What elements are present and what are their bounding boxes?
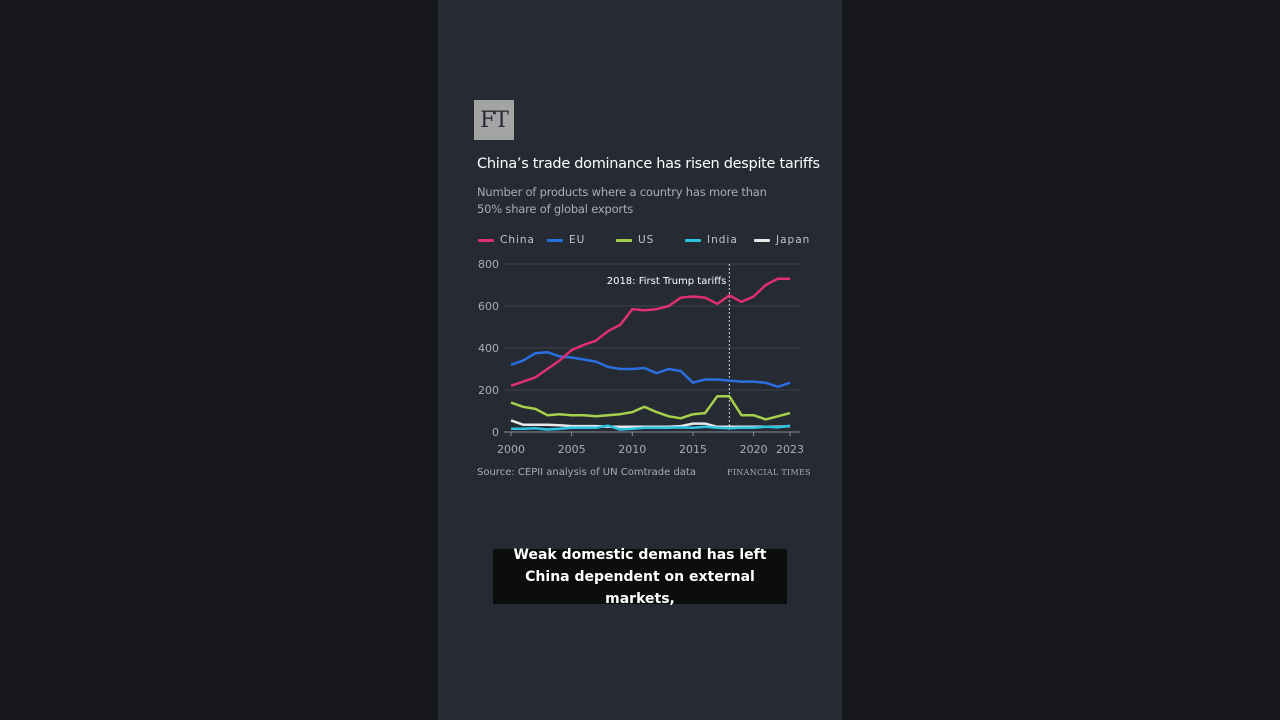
series-line-india	[511, 424, 791, 431]
x-tick-label: 2015	[679, 443, 707, 456]
subtitle-caption: Weak domestic demand has left China depe…	[493, 547, 787, 607]
ft-logo: FT	[474, 100, 514, 140]
caption-line-1: Weak domestic demand has left	[513, 546, 767, 563]
video-panel: FT China’s trade dominance has risen des…	[438, 0, 842, 720]
y-tick-label: 800	[478, 258, 499, 271]
annotation-label: 2018: First Trump tariffs	[607, 276, 727, 287]
series-line-us	[510, 395, 791, 421]
legend-swatch	[616, 238, 632, 242]
legend-item-us: US	[616, 234, 685, 246]
legend-swatch	[754, 238, 770, 242]
x-tick-label: 2020	[740, 443, 768, 456]
legend-label: US	[638, 234, 655, 246]
legend-item-eu: EU	[547, 234, 616, 246]
source-note: Source: CEPII analysis of UN Comtrade da…	[477, 467, 696, 478]
legend-label: India	[707, 234, 738, 246]
y-tick-label: 600	[478, 300, 499, 313]
line-chart: 0 200 400 600 800 2000 2005 2010 2015 2020 2023 201…	[478, 258, 804, 456]
x-tick-label: 2023	[776, 443, 804, 456]
legend-swatch	[685, 238, 701, 242]
legend-swatch	[547, 238, 563, 242]
chart-subtitle: Number of products where a country has m…	[477, 185, 767, 216]
legend-label: EU	[569, 234, 586, 246]
x-tick-label: 2010	[618, 443, 646, 456]
y-tick-label: 200	[478, 384, 499, 397]
legend: China EU US India Japan	[478, 234, 823, 246]
x-tick-label: 2005	[558, 443, 586, 456]
series-line-china	[510, 277, 790, 387]
legend-item-china: China	[478, 234, 547, 246]
series-line-japan	[510, 419, 791, 429]
legend-label: Japan	[776, 234, 811, 246]
legend-item-india: India	[685, 234, 754, 246]
legend-swatch	[478, 238, 494, 242]
series-line-eu	[510, 350, 791, 389]
legend-label: China	[500, 234, 535, 246]
chart-title: China’s trade dominance has risen despit…	[477, 156, 820, 172]
caption-line-2: China dependent on external markets,	[525, 568, 755, 607]
y-tick-label: 400	[478, 342, 499, 355]
x-tick-label: 2000	[497, 443, 525, 456]
publisher-mark: FINANCIAL TIMES	[727, 468, 811, 477]
legend-item-japan: Japan	[754, 234, 823, 246]
y-tick-label: 0	[492, 426, 499, 439]
